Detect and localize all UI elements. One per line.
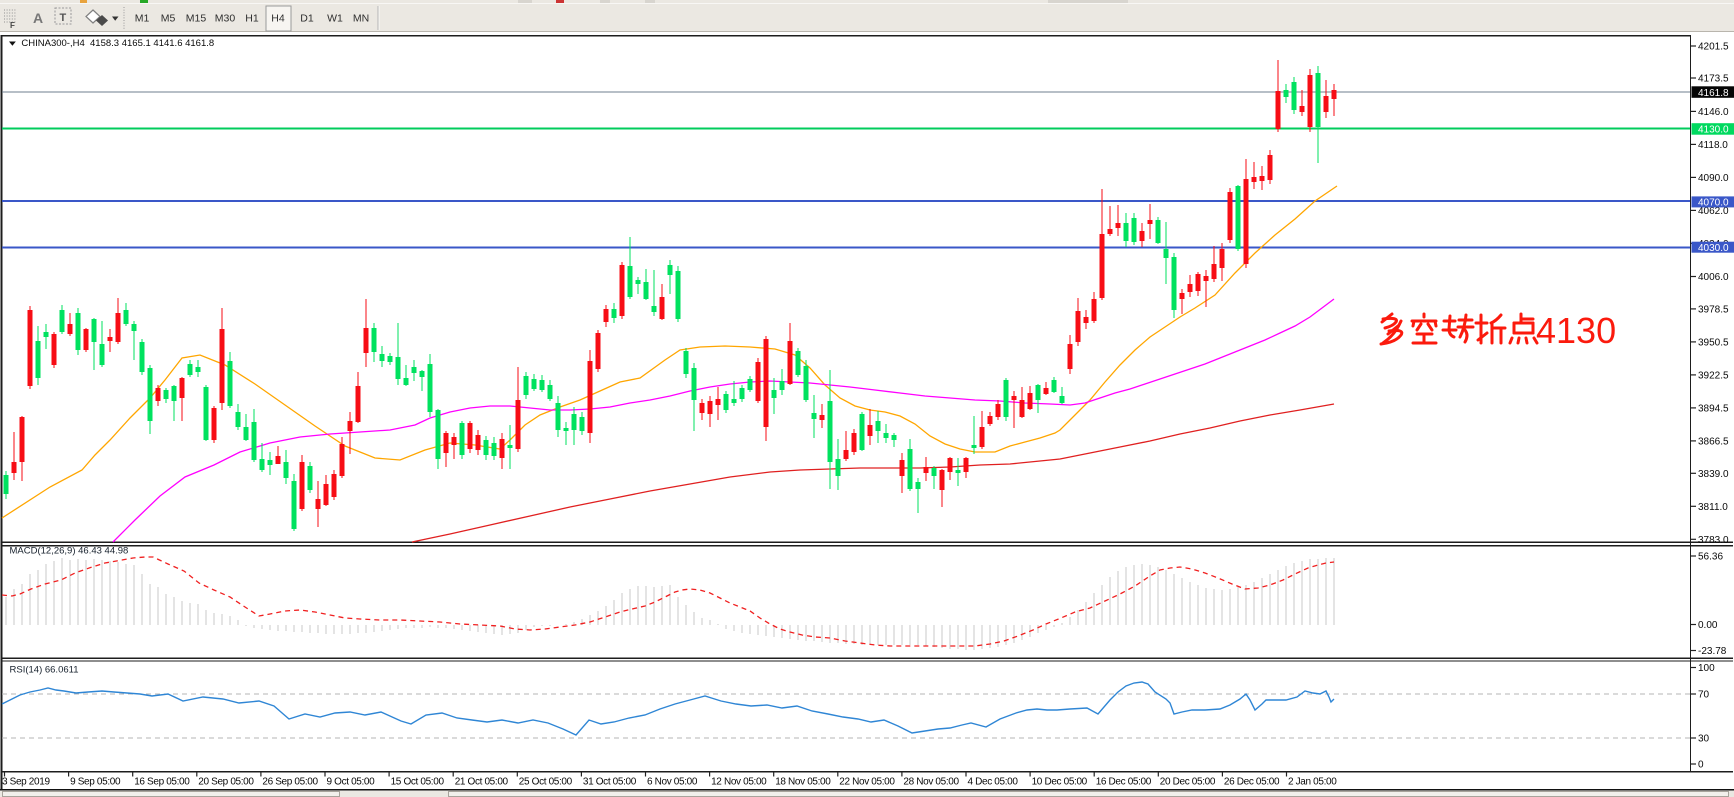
- svg-text:21 Oct 05:00: 21 Oct 05:00: [455, 776, 509, 787]
- svg-text:26 Sep 05:00: 26 Sep 05:00: [262, 776, 318, 787]
- svg-text:20 Dec 05:00: 20 Dec 05:00: [1160, 776, 1216, 787]
- svg-text:W1: W1: [327, 13, 343, 25]
- svg-text:9 Sep 05:00: 9 Sep 05:00: [70, 776, 121, 787]
- svg-text:25 Oct 05:00: 25 Oct 05:00: [519, 776, 573, 787]
- svg-text:MN: MN: [353, 13, 369, 25]
- svg-text:3922.5: 3922.5: [1698, 371, 1729, 382]
- svg-text:16 Dec 05:00: 16 Dec 05:00: [1096, 776, 1152, 787]
- svg-text:30: 30: [1698, 734, 1710, 745]
- svg-text:A: A: [33, 10, 43, 26]
- svg-text:4201.5: 4201.5: [1698, 42, 1729, 53]
- svg-text:12 Nov 05:00: 12 Nov 05:00: [711, 776, 767, 787]
- svg-text:3894.5: 3894.5: [1698, 404, 1729, 415]
- svg-text:3978.5: 3978.5: [1698, 305, 1729, 316]
- svg-text:4030.0: 4030.0: [1698, 243, 1729, 254]
- svg-text:3 Sep 2019: 3 Sep 2019: [2, 776, 50, 787]
- svg-text:H4: H4: [271, 13, 285, 25]
- svg-text:4006.0: 4006.0: [1698, 272, 1729, 283]
- svg-text:4118.0: 4118.0: [1698, 140, 1728, 151]
- svg-text:70: 70: [1698, 690, 1710, 701]
- svg-text:4 Dec 05:00: 4 Dec 05:00: [968, 776, 1019, 787]
- svg-text:H1: H1: [245, 13, 259, 25]
- svg-text:D1: D1: [300, 13, 314, 25]
- svg-text:-23.78: -23.78: [1698, 646, 1727, 657]
- svg-text:4161.8: 4161.8: [1698, 88, 1729, 99]
- svg-text:T: T: [60, 12, 67, 24]
- svg-text:4173.5: 4173.5: [1698, 74, 1729, 85]
- svg-text:4130: 4130: [1536, 310, 1616, 351]
- svg-text:20 Sep 05:00: 20 Sep 05:00: [198, 776, 254, 787]
- svg-text:CHINA300-,H4 4158.3 4165.1 41: CHINA300-,H4 4158.3 4165.1 4141.6 4161.8: [21, 38, 214, 49]
- svg-text:3811.0: 3811.0: [1698, 502, 1728, 513]
- svg-text:4130.0: 4130.0: [1698, 125, 1729, 136]
- svg-text:9 Oct 05:00: 9 Oct 05:00: [327, 776, 376, 787]
- svg-text:16 Sep 05:00: 16 Sep 05:00: [134, 776, 190, 787]
- svg-text:RSI(14) 66.0611: RSI(14) 66.0611: [10, 665, 79, 676]
- svg-text:3783.0: 3783.0: [1698, 535, 1729, 546]
- svg-text:15 Oct 05:00: 15 Oct 05:00: [391, 776, 445, 787]
- svg-text:M30: M30: [215, 13, 236, 25]
- svg-text:M5: M5: [161, 13, 176, 25]
- svg-text:MACD(12,26,9) 46.43 44.98: MACD(12,26,9) 46.43 44.98: [10, 546, 129, 557]
- svg-text:28 Nov 05:00: 28 Nov 05:00: [903, 776, 959, 787]
- svg-text:26 Dec 05:00: 26 Dec 05:00: [1224, 776, 1280, 787]
- svg-text:31 Oct 05:00: 31 Oct 05:00: [583, 776, 637, 787]
- svg-text:10 Dec 05:00: 10 Dec 05:00: [1032, 776, 1088, 787]
- svg-text:100: 100: [1698, 663, 1715, 674]
- svg-text:6 Nov 05:00: 6 Nov 05:00: [647, 776, 698, 787]
- svg-text:F: F: [10, 21, 15, 30]
- svg-text:4146.0: 4146.0: [1698, 107, 1729, 118]
- svg-text:0.00: 0.00: [1698, 620, 1718, 631]
- svg-text:2 Jan 05:00: 2 Jan 05:00: [1288, 776, 1337, 787]
- svg-text:M15: M15: [186, 13, 207, 25]
- svg-text:56.36: 56.36: [1698, 552, 1723, 563]
- svg-text:0: 0: [1698, 760, 1704, 771]
- svg-text:4062.0: 4062.0: [1698, 206, 1729, 217]
- svg-text:4090.0: 4090.0: [1698, 173, 1729, 184]
- svg-text:3839.0: 3839.0: [1698, 469, 1729, 480]
- svg-text:22 Nov 05:00: 22 Nov 05:00: [839, 776, 895, 787]
- svg-text:4070.0: 4070.0: [1698, 198, 1729, 209]
- svg-text:M1: M1: [135, 13, 150, 25]
- svg-text:3866.5: 3866.5: [1698, 437, 1729, 448]
- svg-text:18 Nov 05:00: 18 Nov 05:00: [775, 776, 831, 787]
- svg-text:3950.5: 3950.5: [1698, 338, 1729, 349]
